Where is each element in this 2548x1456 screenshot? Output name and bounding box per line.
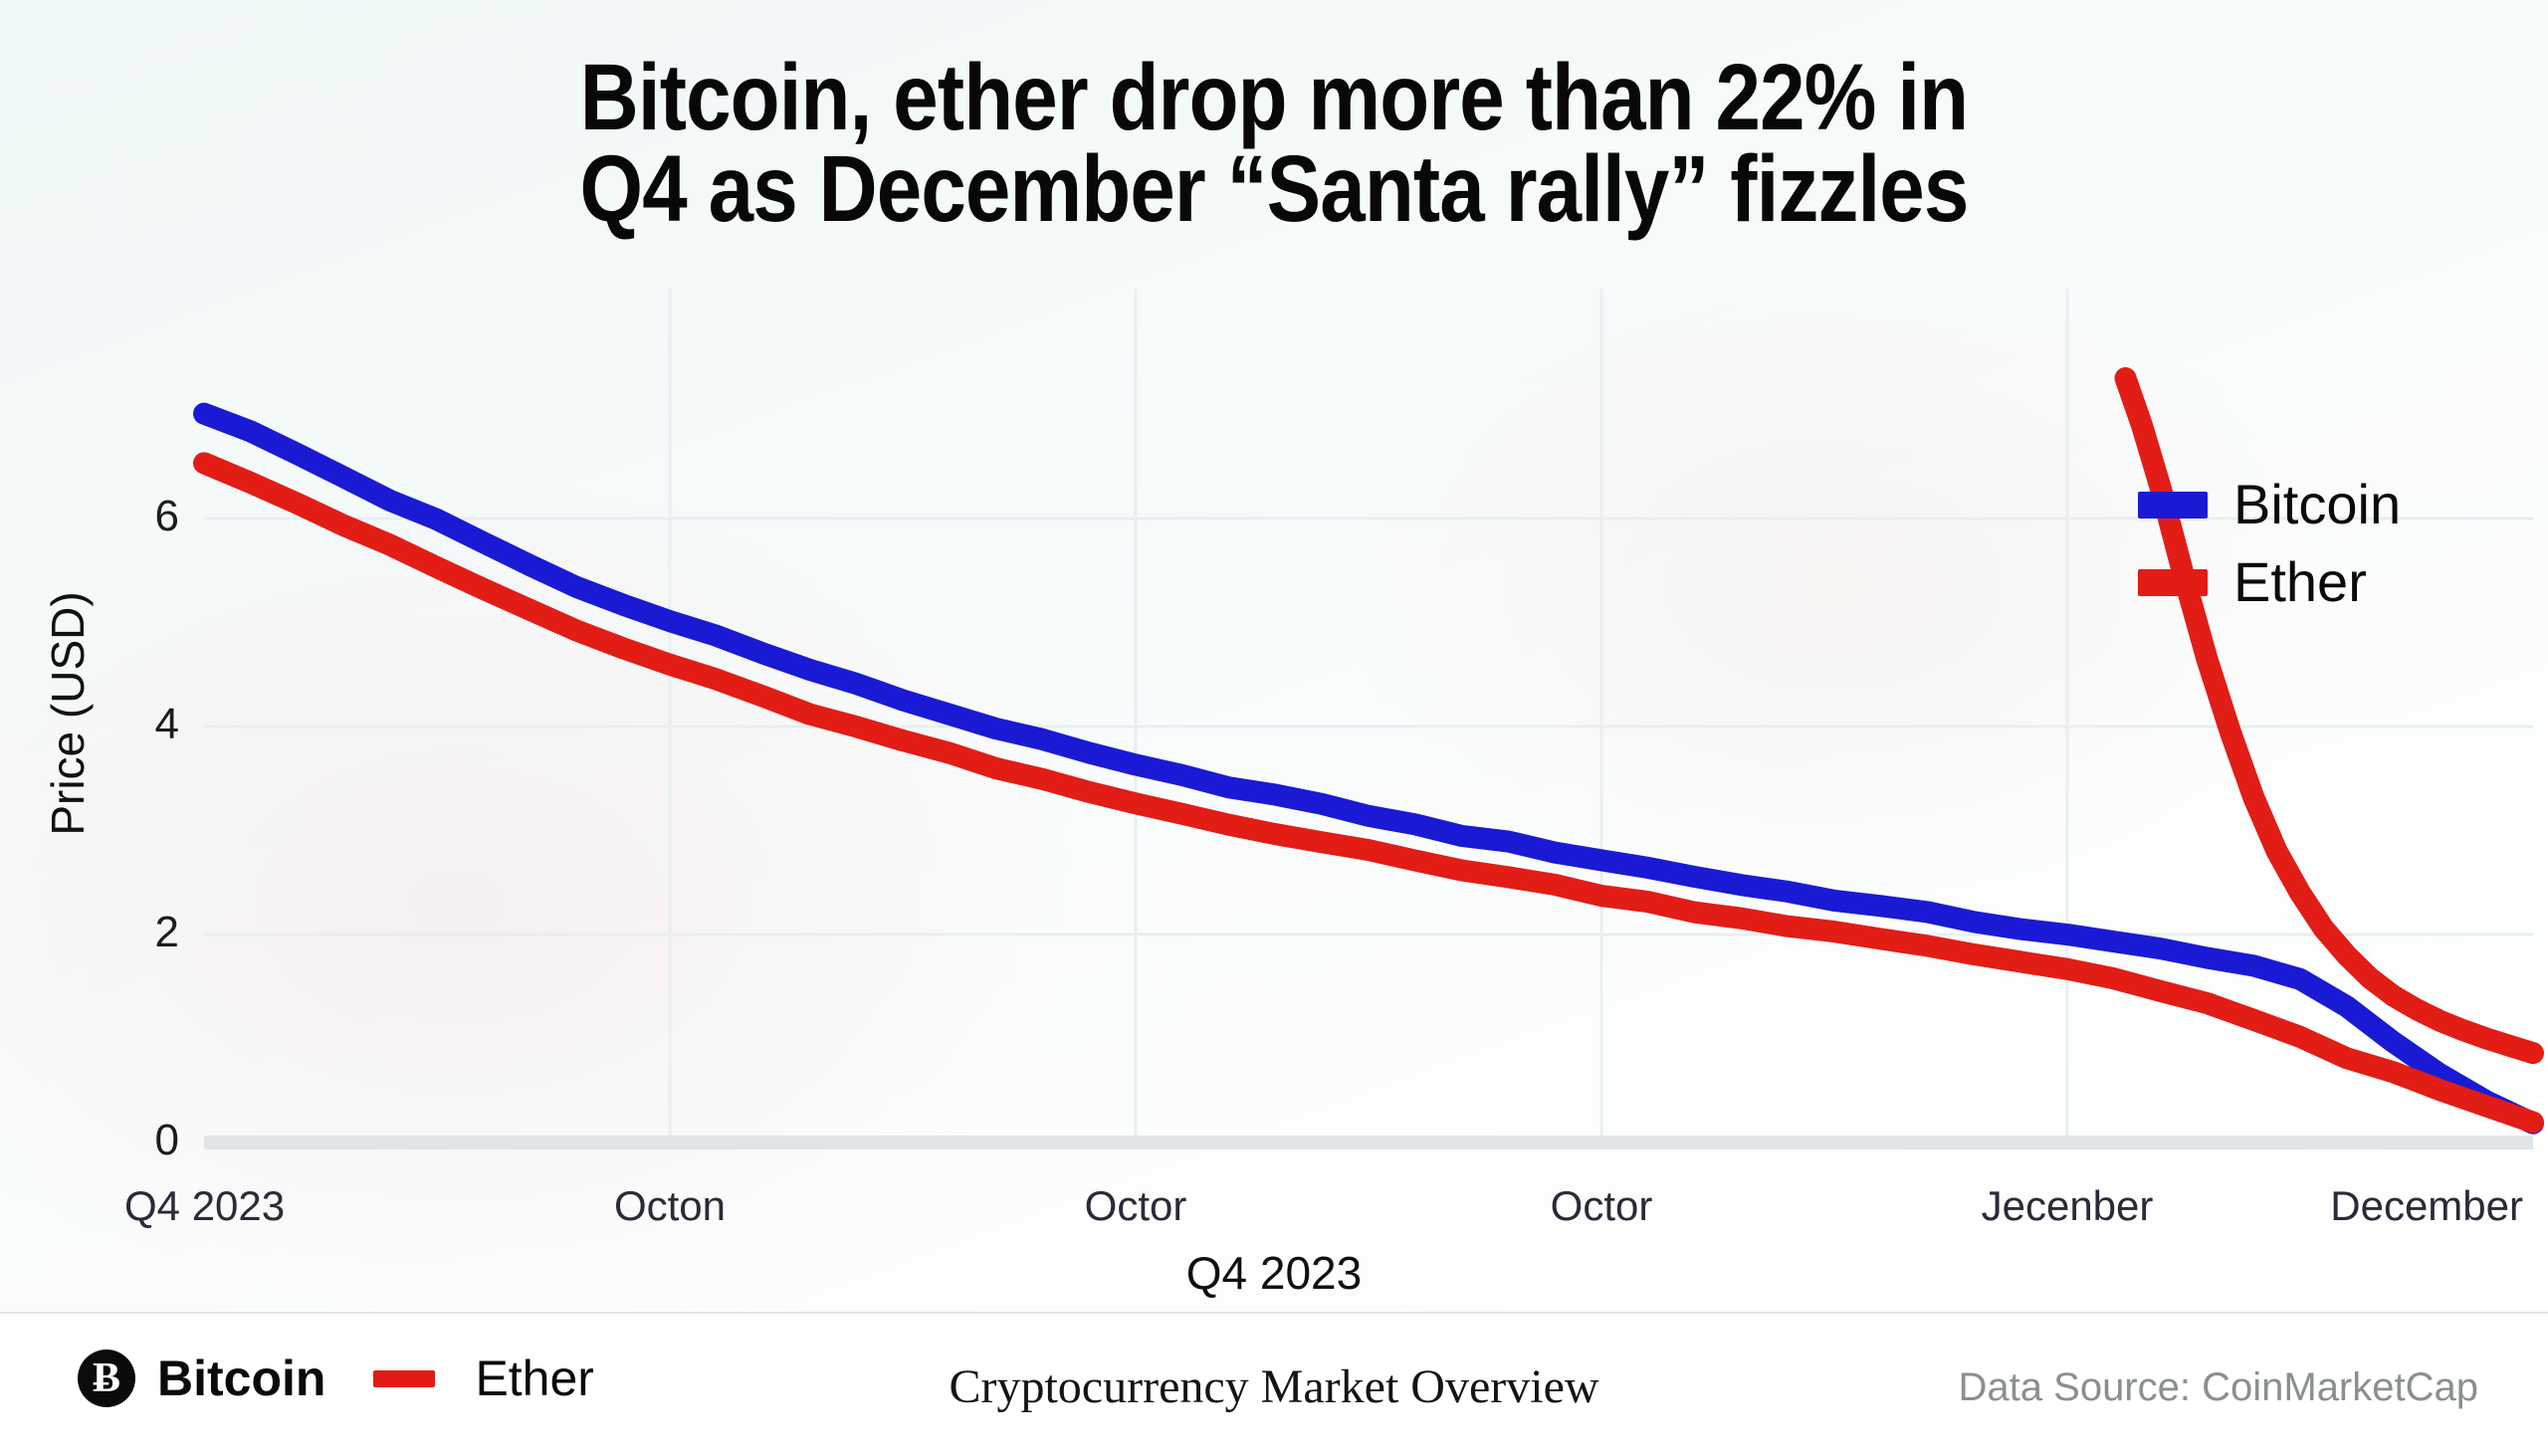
y-tick-label: 4: [154, 700, 179, 749]
legend-swatch-bitcoin: [2138, 491, 2208, 519]
footer-divider: [0, 1312, 2548, 1314]
x-tick-label: December: [2330, 1182, 2523, 1229]
x-tick-label: Octor: [1084, 1182, 1187, 1229]
x-tick-label: Q4 2023: [124, 1182, 286, 1229]
x-tick-label: Octor: [1550, 1182, 1653, 1229]
footer-data-source: Data Source: CoinMarketCap: [1958, 1365, 2478, 1409]
bitcoin-coin-icon: Ƀ: [78, 1350, 135, 1407]
legend-label-bitcoin: Bitcoin: [2233, 473, 2402, 535]
legend-label-ether: Ether: [2233, 550, 2367, 613]
x-tick-label: Jecenber: [1981, 1182, 2154, 1229]
gridlines: [204, 289, 2533, 1143]
y-tick-label: 0: [154, 1116, 179, 1164]
footer-bar: Ƀ Bitcoin Ether Cryptocurrency Market Ov…: [0, 1314, 2548, 1456]
title-line-1: Bitcoin, ether drop more than 22% in: [579, 45, 1969, 150]
x-tick-label: Octon: [613, 1182, 727, 1229]
legend-swatch-ether: [2138, 568, 2208, 596]
footer-label-bitcoin: Bitcoin: [157, 1351, 326, 1406]
series-line-bitcoin: [193, 402, 2544, 1135]
y-axis-title: Price (USD): [42, 591, 94, 836]
x-axis-title: Q4 2023: [1185, 1247, 1363, 1299]
legend-item-bitcoin[interactable]: Bitcoin: [2138, 466, 2536, 543]
title-line-2: Q4 as December “Santa rally” fizzles: [579, 136, 1970, 242]
baseline: [204, 1136, 2533, 1149]
ether-dash-icon: [373, 1369, 436, 1387]
y-axis-ticks: 0 2 4 6: [109, 0, 179, 1456]
page-title: Bitcoin, ether drop more than 22% in Q4 …: [0, 45, 2548, 242]
legend-item-ether[interactable]: Ether: [2138, 543, 2536, 621]
footer-legend: Ƀ Bitcoin Ether: [78, 1350, 594, 1407]
footer-subtitle: Cryptocurrency Market Overview: [949, 1360, 1599, 1413]
y-tick-label: 2: [154, 908, 179, 957]
footer-label-ether: Ether: [475, 1351, 594, 1406]
series-line-ether: [193, 452, 2544, 1134]
y-tick-label: 6: [154, 492, 179, 541]
chart-legend: Bitcoin Ether: [2138, 466, 2536, 621]
